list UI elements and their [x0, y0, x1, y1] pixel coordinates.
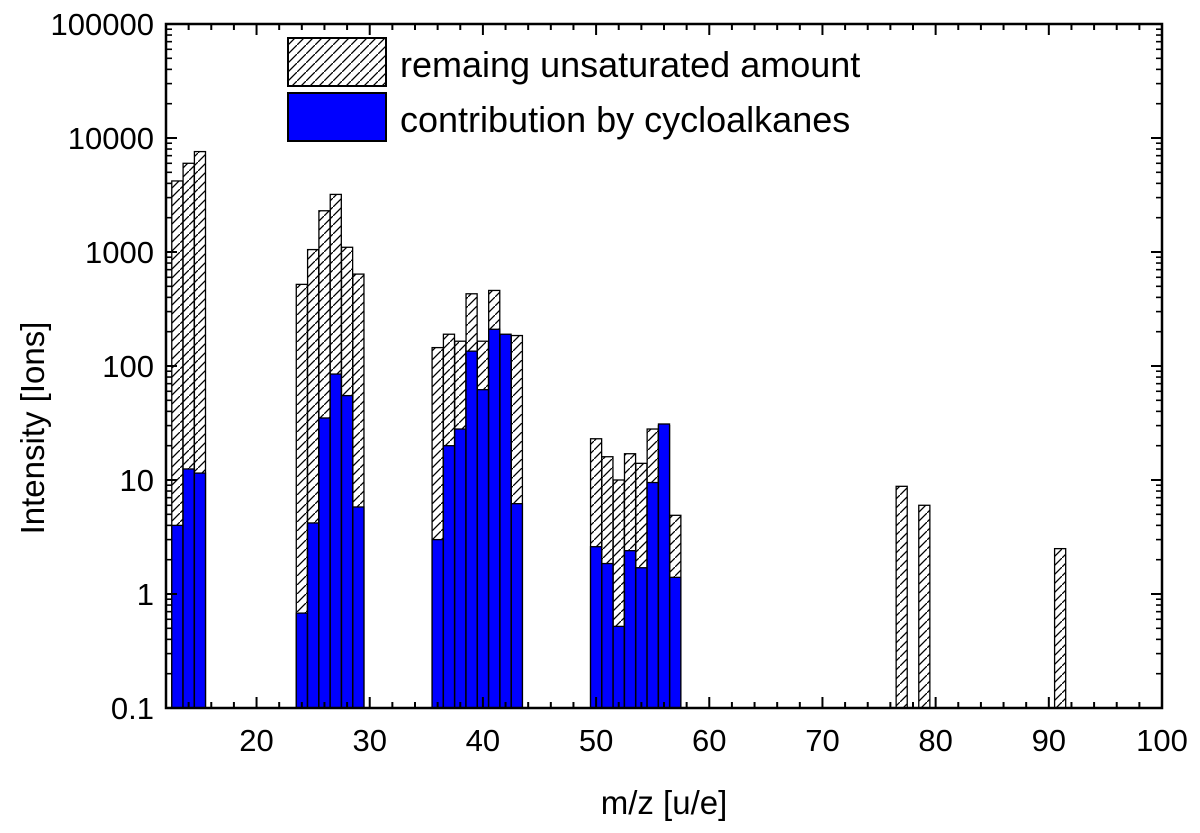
- x-tick-label: 90: [1032, 723, 1066, 758]
- bar-cyclo-mz57: [669, 576, 682, 709]
- legend-label-total: remaing unsaturated amount: [400, 44, 860, 85]
- bar-cyclo-mz53: [623, 550, 637, 709]
- x-axis-title: m/z [u/e]: [601, 784, 728, 821]
- bar-cyclo-mz14: [182, 468, 195, 709]
- y-tick-label: 0.1: [111, 691, 154, 726]
- y-tick-label: 10000: [68, 121, 154, 156]
- tick-labels: 20 30 40 50 60 70 80 90 100 0.1 1 10 100 1000 10000 100…: [51, 7, 1188, 758]
- y-tick-label: 1: [137, 577, 154, 612]
- bar-cyclo-mz27: [329, 373, 342, 709]
- bar-cyclo-mz40: [476, 389, 490, 709]
- legend-swatch-blue: [287, 92, 387, 142]
- bar-cyclo-mz13: [171, 524, 184, 709]
- bar-cyclo-mz42: [499, 333, 512, 709]
- bar-cyclo-mz55: [646, 481, 659, 709]
- bar-cyclo-mz52: [612, 625, 625, 709]
- bars-layer: [171, 150, 1067, 709]
- bar-total-mz91: [1053, 547, 1067, 709]
- x-tick-label: 100: [1136, 723, 1188, 758]
- x-tick-label: 30: [352, 723, 386, 758]
- x-tick-label: 70: [805, 723, 839, 758]
- bar-cyclo-mz38: [454, 428, 467, 709]
- bar-cyclo-mz36: [431, 538, 444, 709]
- x-tick-label: 40: [466, 723, 500, 758]
- y-tick-label: 100000: [51, 7, 154, 42]
- x-tick-label: 20: [239, 723, 273, 758]
- legend-label-cyclo: contribution by cycloalkanes: [400, 99, 850, 140]
- legend: remaing unsaturated amount contribution …: [287, 37, 860, 142]
- bar-cyclo-mz41: [488, 328, 501, 709]
- plot-frame: [164, 22, 1164, 710]
- bar-cyclo-mz43: [510, 503, 524, 709]
- bar-cyclo-mz29: [352, 506, 365, 709]
- bar-cyclo-mz51: [601, 562, 614, 709]
- bar-cyclo-mz54: [635, 567, 648, 709]
- bar-cyclo-mz28: [340, 394, 354, 709]
- y-axis-title: Intensity [Ions]: [14, 322, 51, 535]
- bar-cyclo-mz24: [295, 612, 309, 709]
- legend-swatch-hatched: [287, 37, 387, 87]
- bar-cyclo-mz50: [589, 546, 603, 709]
- y-tick-label: 1000: [85, 235, 154, 270]
- x-tick-label: 60: [692, 723, 726, 758]
- x-tick-label: 80: [918, 723, 952, 758]
- bar-cyclo-mz37: [442, 445, 456, 709]
- y-tick-label: 10: [120, 463, 154, 498]
- bar-cyclo-mz39: [465, 350, 478, 709]
- x-tick-label: 50: [579, 723, 613, 758]
- y-tick-label: 100: [102, 349, 154, 384]
- bar-cyclo-mz15: [193, 472, 207, 709]
- bar-cyclo-mz56: [657, 423, 671, 709]
- bar-cyclo-mz26: [318, 417, 331, 709]
- bar-total-mz77: [895, 485, 908, 709]
- bar-cyclo-mz25: [306, 522, 320, 709]
- bar-total-mz79: [918, 504, 931, 709]
